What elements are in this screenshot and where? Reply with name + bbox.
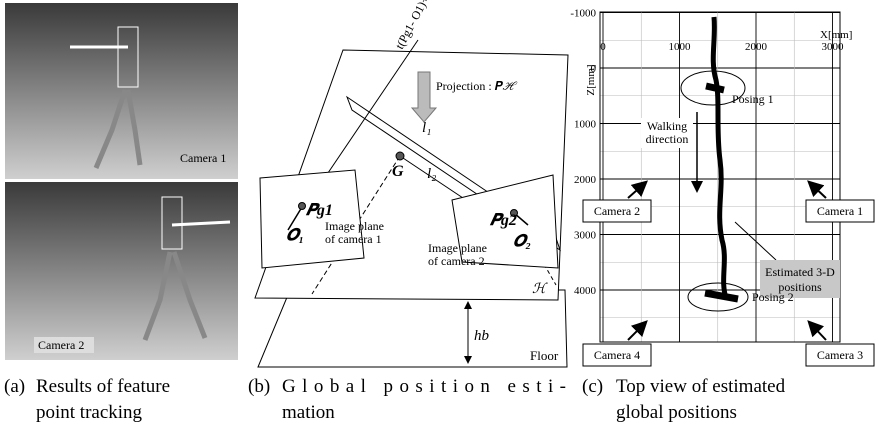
caption: Global position esti-	[282, 376, 566, 397]
camera-arrow	[628, 323, 645, 340]
panel-c	[583, 12, 874, 366]
figure: Camera 1 Camera 2 t(Pg1- O1)+ O1 Project…	[0, 0, 876, 435]
leader-line	[735, 222, 776, 260]
camera-label: Camera 4	[594, 348, 640, 362]
floor-plane	[258, 290, 567, 367]
z-tick-label: 4000	[574, 285, 597, 297]
x-tick-label: 3000	[822, 41, 845, 53]
point-g	[396, 152, 404, 160]
point-label: 𝑶₁	[286, 227, 304, 244]
z-tick-label: 1000	[574, 119, 597, 131]
x-tick-label: 1000	[669, 41, 692, 53]
caption-label: (b)	[248, 376, 270, 397]
line-label: l₁	[422, 120, 431, 136]
plane-label: of camera 1	[325, 232, 382, 246]
plane-h-label: ℋ	[532, 282, 548, 297]
camera-label: Camera 1	[817, 204, 863, 218]
panel-b	[255, 40, 568, 367]
caption: Top view of estimated	[616, 376, 786, 397]
panel-c-labels: X[mm] Z[mm] Posing 1 Posing 2 Walking di…	[570, 8, 863, 363]
camera-label: Camera 2	[594, 204, 640, 218]
plane-label: Image plane	[428, 241, 487, 255]
annotation: Posing 1	[732, 92, 774, 106]
line-label: l₂	[427, 166, 436, 182]
annotation: positions	[778, 280, 822, 294]
annotation: Estimated 3-D	[765, 265, 835, 279]
camera-arrow	[628, 183, 645, 198]
camera-label: Camera 3	[817, 348, 863, 362]
panel-a: Camera 1 Camera 2	[5, 3, 238, 360]
z-tick-label: -1000	[570, 8, 596, 20]
x-axis-title: X[mm]	[820, 29, 852, 41]
point-pg1	[299, 203, 306, 210]
x-tick-label: 0	[600, 41, 606, 53]
caption: global positions	[616, 402, 737, 423]
z-tick-label: 2000	[574, 174, 597, 186]
point-label: 𝑷g1	[305, 202, 333, 219]
caption: point tracking	[36, 402, 143, 423]
z-tick-label: 0	[591, 63, 597, 75]
caption-label: (a)	[4, 376, 25, 397]
caption: mation	[282, 402, 335, 423]
ray-label: t(Pg1- O1)+ O1	[392, 0, 440, 51]
annotation: direction	[646, 132, 689, 146]
z-tick-label: 3000	[574, 230, 597, 242]
camera-arrow	[810, 183, 826, 198]
camera-label: Camera 2	[38, 338, 84, 352]
caption: Results of feature	[36, 376, 170, 397]
camera-label: Camera 1	[180, 151, 226, 165]
camera-arrow	[810, 323, 826, 340]
trajectory	[713, 17, 726, 298]
plane-label: of camera 2	[428, 254, 485, 268]
point-label: G	[392, 163, 404, 180]
x-tick-label: 2000	[745, 41, 768, 53]
point-label: 𝑶₂	[513, 233, 531, 250]
projection-label: Projection : 𝑷ℋ	[436, 79, 518, 93]
floor-label: Floor	[530, 348, 559, 363]
point-label: 𝑷g2	[489, 212, 517, 229]
captions: (a) Results of feature point tracking (b…	[4, 376, 786, 423]
height-label: hb	[474, 328, 490, 344]
annotation: Walking	[647, 119, 687, 133]
plane-label: Image plane	[325, 219, 384, 233]
caption-label: (c)	[582, 376, 603, 397]
